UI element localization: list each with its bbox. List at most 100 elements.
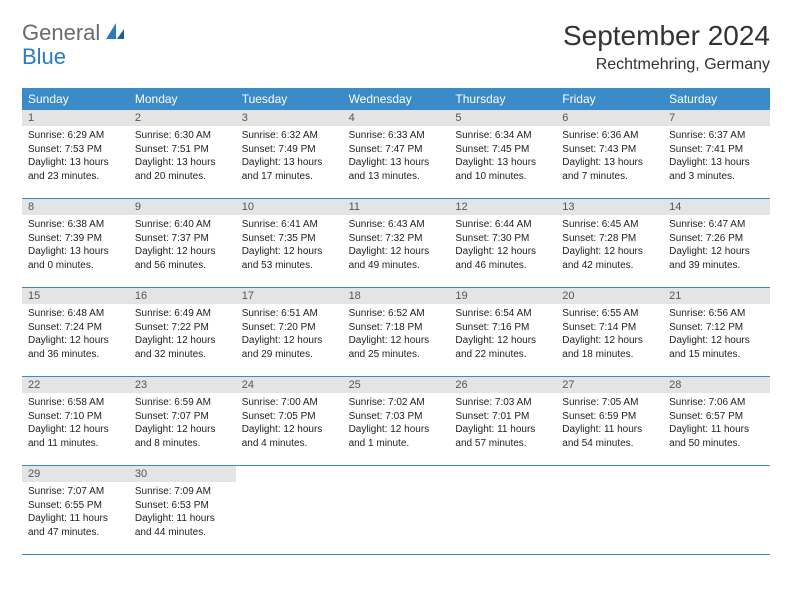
day-content: Sunrise: 7:03 AMSunset: 7:01 PMDaylight:… xyxy=(449,393,556,456)
day-cell: 24Sunrise: 7:00 AMSunset: 7:05 PMDayligh… xyxy=(236,377,343,465)
day-cell: 21Sunrise: 6:56 AMSunset: 7:12 PMDayligh… xyxy=(663,288,770,376)
sunrise-text: Sunrise: 6:59 AM xyxy=(135,396,230,410)
daylight-line2: and 29 minutes. xyxy=(242,348,337,362)
sunset-text: Sunset: 7:12 PM xyxy=(669,321,764,335)
weekday-header: Wednesday xyxy=(343,88,450,110)
daylight-line2: and 46 minutes. xyxy=(455,259,550,273)
calendar-grid: SundayMondayTuesdayWednesdayThursdayFrid… xyxy=(22,88,770,555)
sunset-text: Sunset: 7:53 PM xyxy=(28,143,123,157)
sunset-text: Sunset: 7:01 PM xyxy=(455,410,550,424)
daylight-line1: Daylight: 12 hours xyxy=(562,245,657,259)
logo: General xyxy=(22,20,128,46)
day-number: 14 xyxy=(663,199,770,215)
day-cell: 11Sunrise: 6:43 AMSunset: 7:32 PMDayligh… xyxy=(343,199,450,287)
day-number: 6 xyxy=(556,110,663,126)
daylight-line2: and 4 minutes. xyxy=(242,437,337,451)
sunset-text: Sunset: 6:53 PM xyxy=(135,499,230,513)
daylight-line1: Daylight: 12 hours xyxy=(135,423,230,437)
sunset-text: Sunset: 7:14 PM xyxy=(562,321,657,335)
sunrise-text: Sunrise: 7:07 AM xyxy=(28,485,123,499)
day-number: 15 xyxy=(22,288,129,304)
daylight-line1: Daylight: 11 hours xyxy=(28,512,123,526)
day-number: 26 xyxy=(449,377,556,393)
sunset-text: Sunset: 7:47 PM xyxy=(349,143,444,157)
sunrise-text: Sunrise: 6:44 AM xyxy=(455,218,550,232)
day-cell: 8Sunrise: 6:38 AMSunset: 7:39 PMDaylight… xyxy=(22,199,129,287)
sunset-text: Sunset: 7:30 PM xyxy=(455,232,550,246)
month-title: September 2024 xyxy=(563,20,770,52)
day-cell: 20Sunrise: 6:55 AMSunset: 7:14 PMDayligh… xyxy=(556,288,663,376)
day-content: Sunrise: 6:52 AMSunset: 7:18 PMDaylight:… xyxy=(343,304,450,367)
sunrise-text: Sunrise: 6:54 AM xyxy=(455,307,550,321)
daylight-line2: and 7 minutes. xyxy=(562,170,657,184)
daylight-line1: Daylight: 11 hours xyxy=(455,423,550,437)
daylight-line2: and 20 minutes. xyxy=(135,170,230,184)
daylight-line2: and 47 minutes. xyxy=(28,526,123,540)
sunset-text: Sunset: 7:26 PM xyxy=(669,232,764,246)
day-number: 10 xyxy=(236,199,343,215)
day-content: Sunrise: 6:33 AMSunset: 7:47 PMDaylight:… xyxy=(343,126,450,189)
day-cell: 23Sunrise: 6:59 AMSunset: 7:07 PMDayligh… xyxy=(129,377,236,465)
daylight-line1: Daylight: 12 hours xyxy=(28,334,123,348)
sunset-text: Sunset: 7:35 PM xyxy=(242,232,337,246)
daylight-line2: and 44 minutes. xyxy=(135,526,230,540)
sunset-text: Sunset: 7:43 PM xyxy=(562,143,657,157)
daylight-line1: Daylight: 12 hours xyxy=(562,334,657,348)
daylight-line1: Daylight: 12 hours xyxy=(349,245,444,259)
daylight-line2: and 10 minutes. xyxy=(455,170,550,184)
day-number: 18 xyxy=(343,288,450,304)
day-content: Sunrise: 6:49 AMSunset: 7:22 PMDaylight:… xyxy=(129,304,236,367)
sunrise-text: Sunrise: 6:56 AM xyxy=(669,307,764,321)
sunset-text: Sunset: 7:10 PM xyxy=(28,410,123,424)
location-label: Rechtmehring, Germany xyxy=(563,56,770,74)
weekday-header: Sunday xyxy=(22,88,129,110)
daylight-line2: and 18 minutes. xyxy=(562,348,657,362)
day-cell: 4Sunrise: 6:33 AMSunset: 7:47 PMDaylight… xyxy=(343,110,450,198)
day-cell-empty xyxy=(343,466,450,554)
sunset-text: Sunset: 7:18 PM xyxy=(349,321,444,335)
sunrise-text: Sunrise: 7:06 AM xyxy=(669,396,764,410)
day-number: 16 xyxy=(129,288,236,304)
daylight-line2: and 32 minutes. xyxy=(135,348,230,362)
daylight-line2: and 54 minutes. xyxy=(562,437,657,451)
sunrise-text: Sunrise: 6:34 AM xyxy=(455,129,550,143)
daylight-line2: and 1 minute. xyxy=(349,437,444,451)
day-content: Sunrise: 6:45 AMSunset: 7:28 PMDaylight:… xyxy=(556,215,663,278)
day-number: 24 xyxy=(236,377,343,393)
sunrise-text: Sunrise: 6:37 AM xyxy=(669,129,764,143)
sunrise-text: Sunrise: 7:09 AM xyxy=(135,485,230,499)
day-content: Sunrise: 6:44 AMSunset: 7:30 PMDaylight:… xyxy=(449,215,556,278)
daylight-line1: Daylight: 13 hours xyxy=(28,156,123,170)
week-row: 15Sunrise: 6:48 AMSunset: 7:24 PMDayligh… xyxy=(22,288,770,377)
day-content: Sunrise: 6:37 AMSunset: 7:41 PMDaylight:… xyxy=(663,126,770,189)
sunrise-text: Sunrise: 6:52 AM xyxy=(349,307,444,321)
daylight-line1: Daylight: 11 hours xyxy=(562,423,657,437)
day-number: 19 xyxy=(449,288,556,304)
sunrise-text: Sunrise: 6:40 AM xyxy=(135,218,230,232)
sunrise-text: Sunrise: 6:47 AM xyxy=(669,218,764,232)
daylight-line1: Daylight: 12 hours xyxy=(669,334,764,348)
day-content: Sunrise: 6:38 AMSunset: 7:39 PMDaylight:… xyxy=(22,215,129,278)
sunset-text: Sunset: 7:45 PM xyxy=(455,143,550,157)
day-cell-empty xyxy=(236,466,343,554)
day-content: Sunrise: 6:59 AMSunset: 7:07 PMDaylight:… xyxy=(129,393,236,456)
day-number: 20 xyxy=(556,288,663,304)
day-content: Sunrise: 6:47 AMSunset: 7:26 PMDaylight:… xyxy=(663,215,770,278)
logo-text-general: General xyxy=(22,20,100,46)
sunrise-text: Sunrise: 6:49 AM xyxy=(135,307,230,321)
sunset-text: Sunset: 7:03 PM xyxy=(349,410,444,424)
daylight-line1: Daylight: 13 hours xyxy=(562,156,657,170)
day-content: Sunrise: 6:54 AMSunset: 7:16 PMDaylight:… xyxy=(449,304,556,367)
daylight-line2: and 50 minutes. xyxy=(669,437,764,451)
sunrise-text: Sunrise: 6:51 AM xyxy=(242,307,337,321)
sunset-text: Sunset: 7:24 PM xyxy=(28,321,123,335)
day-cell: 22Sunrise: 6:58 AMSunset: 7:10 PMDayligh… xyxy=(22,377,129,465)
day-cell: 3Sunrise: 6:32 AMSunset: 7:49 PMDaylight… xyxy=(236,110,343,198)
day-content: Sunrise: 7:09 AMSunset: 6:53 PMDaylight:… xyxy=(129,482,236,545)
sunrise-text: Sunrise: 7:05 AM xyxy=(562,396,657,410)
day-cell: 29Sunrise: 7:07 AMSunset: 6:55 PMDayligh… xyxy=(22,466,129,554)
daylight-line1: Daylight: 12 hours xyxy=(28,423,123,437)
title-block: September 2024 Rechtmehring, Germany xyxy=(563,20,770,74)
daylight-line1: Daylight: 13 hours xyxy=(242,156,337,170)
day-cell: 1Sunrise: 6:29 AMSunset: 7:53 PMDaylight… xyxy=(22,110,129,198)
